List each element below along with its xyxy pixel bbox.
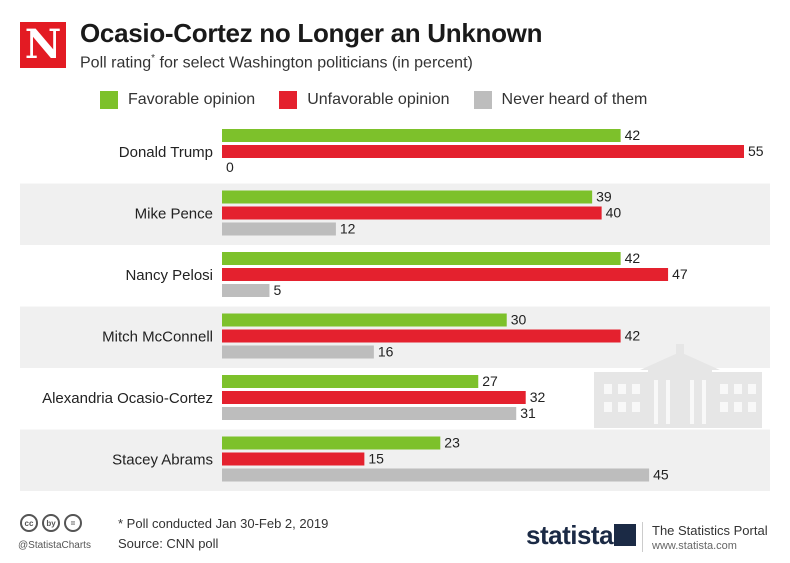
bar-unfavorable-mitch-mcconnell — [222, 329, 621, 343]
value-label-unfavorable-mike-pence: 40 — [606, 205, 622, 221]
value-label-never-mitch-mcconnell: 16 — [378, 344, 394, 360]
bar-unfavorable-alexandria-ocasio-cortez — [222, 391, 526, 404]
value-label-never-nancy-pelosi: 5 — [273, 282, 281, 298]
capitol-building-icon — [594, 344, 762, 428]
bar-favorable-mitch-mcconnell — [222, 313, 507, 327]
legend-item-never: Never heard of them — [473, 91, 648, 109]
bar-favorable-mike-pence — [222, 190, 593, 204]
statista-logo-icon — [614, 524, 636, 546]
bar-unfavorable-mike-pence — [222, 206, 602, 220]
value-label-favorable-nancy-pelosi: 42 — [625, 250, 641, 266]
bar-favorable-stacey-abrams — [222, 436, 441, 450]
category-label-mitch-mcconnell: Mitch McConnell — [102, 329, 213, 346]
value-label-favorable-donald-trump: 42 — [625, 127, 641, 143]
legend-item-favorable: Favorable opinion — [100, 91, 255, 109]
portal-name: The Statistics Portal — [652, 523, 768, 538]
bar-never-mike-pence — [222, 222, 336, 236]
value-label-favorable-alexandria-ocasio-cortez: 27 — [482, 373, 498, 389]
category-label-stacey-abrams: Stacey Abrams — [112, 452, 213, 469]
statista-handle: @StatistaCharts — [18, 540, 91, 551]
legend-swatch-never — [473, 91, 492, 109]
bar-never-stacey-abrams — [222, 468, 650, 482]
value-label-never-stacey-abrams: 45 — [653, 467, 669, 483]
value-label-favorable-mike-pence: 39 — [596, 189, 612, 205]
bar-unfavorable-stacey-abrams — [222, 452, 365, 466]
bar-favorable-nancy-pelosi — [222, 252, 621, 265]
creative-commons-icon: cc — [20, 514, 38, 532]
category-label-donald-trump: Donald Trump — [119, 144, 213, 161]
legend: Favorable opinion Unfavorable opinion Ne… — [100, 91, 671, 109]
bar-unfavorable-nancy-pelosi — [222, 268, 669, 281]
bar-never-mitch-mcconnell — [222, 345, 374, 359]
bar-favorable-alexandria-ocasio-cortez — [222, 375, 479, 388]
value-label-unfavorable-mitch-mcconnell: 42 — [625, 328, 641, 344]
legend-label-never: Never heard of them — [501, 91, 648, 108]
legend-item-unfavorable: Unfavorable opinion — [279, 91, 450, 109]
chart-title: Ocasio-Cortez no Longer an Unknown — [80, 18, 543, 48]
chart-subtitle: Poll rating* for select Washington polit… — [80, 53, 473, 72]
footer-divider — [642, 522, 643, 552]
value-label-never-mike-pence: 12 — [340, 221, 356, 237]
footnote: * Poll conducted Jan 30-Feb 2, 2019 — [118, 516, 329, 531]
portal-url: www.statista.com — [652, 540, 737, 552]
license-icons: cc by = — [20, 514, 86, 532]
category-label-alexandria-ocasio-cortez: Alexandria Ocasio-Cortez — [42, 390, 213, 407]
no-derivatives-icon: = — [64, 514, 82, 532]
value-label-unfavorable-alexandria-ocasio-cortez: 32 — [530, 389, 546, 405]
bar-favorable-donald-trump — [222, 129, 621, 142]
value-label-favorable-mitch-mcconnell: 30 — [511, 312, 527, 328]
legend-swatch-unfavorable — [279, 91, 298, 109]
category-label-mike-pence: Mike Pence — [135, 206, 213, 223]
attribution-icon: by — [42, 514, 60, 532]
statista-logo: statista — [526, 520, 614, 550]
legend-label-unfavorable: Unfavorable opinion — [307, 91, 450, 108]
newsweek-logo: N — [20, 22, 66, 68]
value-label-unfavorable-nancy-pelosi: 47 — [672, 266, 688, 282]
legend-label-favorable: Favorable opinion — [128, 91, 256, 108]
value-label-never-donald-trump: 0 — [226, 159, 234, 175]
value-label-never-alexandria-ocasio-cortez: 31 — [520, 405, 536, 421]
value-label-favorable-stacey-abrams: 23 — [444, 435, 460, 451]
source-note: Source: CNN poll — [118, 536, 219, 551]
category-label-nancy-pelosi: Nancy Pelosi — [125, 267, 213, 284]
value-label-unfavorable-donald-trump: 55 — [748, 143, 764, 159]
bar-never-alexandria-ocasio-cortez — [222, 407, 517, 420]
value-label-unfavorable-stacey-abrams: 15 — [368, 451, 384, 467]
bar-never-nancy-pelosi — [222, 284, 270, 297]
legend-swatch-favorable — [100, 91, 118, 109]
bar-unfavorable-donald-trump — [222, 145, 744, 158]
